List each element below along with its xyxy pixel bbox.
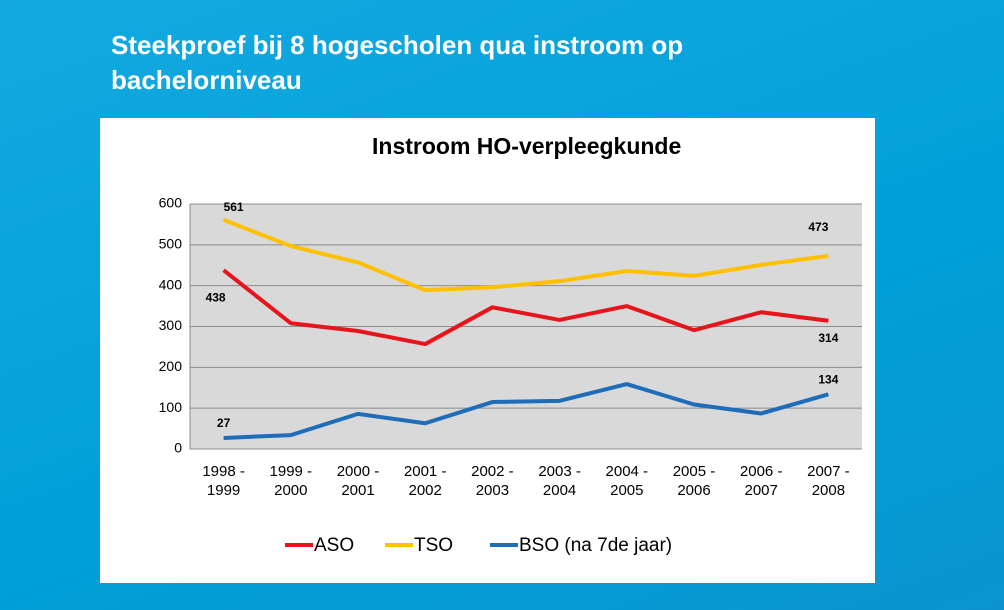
x-tick-label: 2004 - 2005 — [605, 463, 649, 499]
x-tick-label: 2006 - 2007 — [739, 463, 783, 499]
legend-label: TSO — [414, 535, 453, 556]
x-tick-label: 2001 - 2002 — [403, 463, 447, 499]
slide-title: Steekproef bij 8 hogescholen qua instroo… — [111, 30, 684, 95]
x-tick-label: 1998 - 1999 — [202, 463, 245, 499]
data-label: 27 — [217, 416, 231, 430]
chart-title: Instroom HO-verpleegkunde — [372, 133, 681, 159]
y-tick-label: 0 — [174, 440, 182, 456]
x-tick-label: 1999 - 2000 — [269, 463, 313, 499]
y-tick-label: 200 — [159, 358, 183, 374]
y-tick-label: 300 — [159, 317, 183, 333]
x-tick-label: 2000 - 2001 — [336, 463, 380, 499]
series-line — [222, 268, 829, 347]
data-label: 473 — [808, 220, 828, 234]
legend-label: ASO — [314, 535, 354, 556]
y-tick-label: 400 — [159, 276, 183, 292]
y-tick-label: 100 — [159, 399, 183, 415]
chart: Instroom HO-verpleegkunde 0 100 200 300 400 5… — [159, 133, 862, 556]
data-label: 134 — [818, 372, 838, 386]
x-tick-label: 2005 - 2006 — [672, 463, 716, 499]
x-tick-label: 2007 - 2008 — [807, 463, 850, 499]
series-line — [222, 218, 829, 293]
x-tick-label: 2002 - 2003 — [471, 463, 514, 499]
y-tick-label: 500 — [159, 236, 183, 252]
series-line — [223, 382, 829, 440]
y-tick-label: 600 — [159, 195, 183, 211]
legend-label: BSO (na 7de jaar) — [519, 535, 672, 556]
data-label: 438 — [206, 290, 226, 304]
chart-box: Instroom HO-verpleegkunde 0 100 200 300 400 5… — [100, 118, 875, 583]
data-label: 314 — [818, 331, 838, 345]
data-label: 561 — [224, 200, 244, 214]
x-tick-label: 2003 - 2004 — [538, 463, 581, 499]
